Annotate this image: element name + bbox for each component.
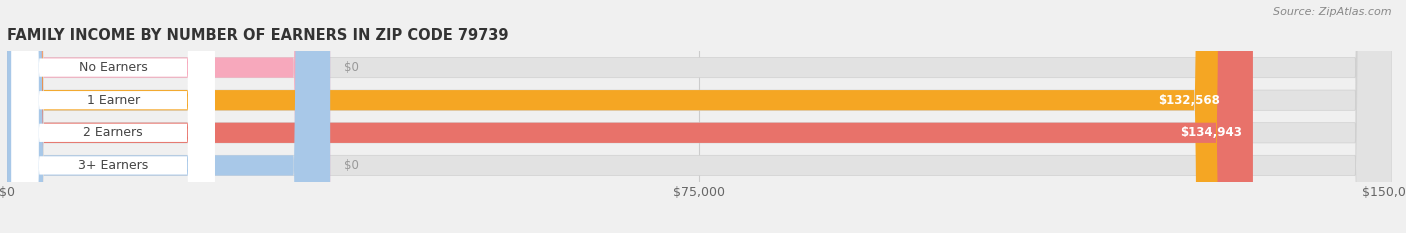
- FancyBboxPatch shape: [7, 0, 1392, 233]
- Text: 1 Earner: 1 Earner: [87, 94, 139, 107]
- Text: $0: $0: [344, 159, 359, 172]
- FancyBboxPatch shape: [7, 0, 1232, 233]
- FancyBboxPatch shape: [7, 0, 330, 233]
- Text: No Earners: No Earners: [79, 61, 148, 74]
- Text: 2 Earners: 2 Earners: [83, 126, 143, 139]
- Text: Source: ZipAtlas.com: Source: ZipAtlas.com: [1274, 7, 1392, 17]
- FancyBboxPatch shape: [11, 0, 215, 233]
- FancyBboxPatch shape: [7, 0, 1392, 233]
- Text: $132,568: $132,568: [1159, 94, 1220, 107]
- FancyBboxPatch shape: [7, 0, 1392, 233]
- FancyBboxPatch shape: [11, 0, 215, 233]
- FancyBboxPatch shape: [7, 0, 1253, 233]
- Text: $134,943: $134,943: [1180, 126, 1241, 139]
- FancyBboxPatch shape: [11, 0, 215, 233]
- Text: 3+ Earners: 3+ Earners: [79, 159, 148, 172]
- FancyBboxPatch shape: [11, 0, 215, 233]
- Text: FAMILY INCOME BY NUMBER OF EARNERS IN ZIP CODE 79739: FAMILY INCOME BY NUMBER OF EARNERS IN ZI…: [7, 28, 509, 43]
- Text: $0: $0: [344, 61, 359, 74]
- FancyBboxPatch shape: [7, 0, 330, 233]
- FancyBboxPatch shape: [7, 0, 1392, 233]
